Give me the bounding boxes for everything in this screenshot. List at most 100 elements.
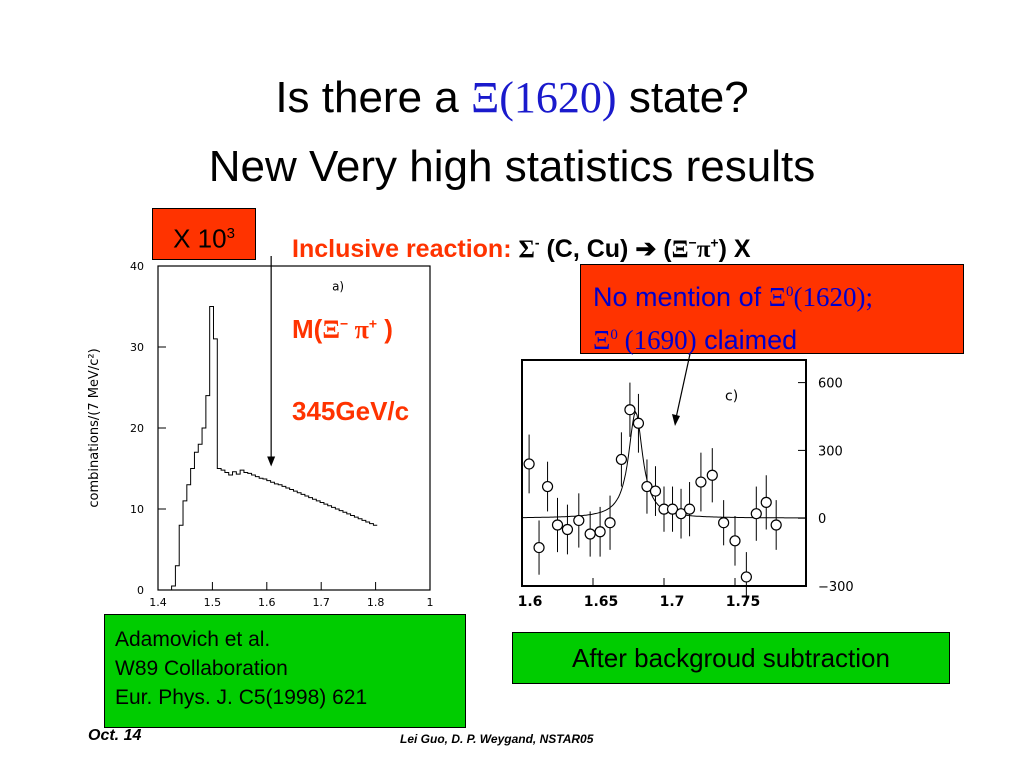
x-tick-label: 1.65 xyxy=(584,594,619,610)
footer-authors: Lei Guo, D. P. Weygand, NSTAR05 xyxy=(400,732,594,746)
note-line1-text: No mention of xyxy=(593,282,769,312)
mass-pi-sup: + xyxy=(368,315,378,332)
mass-label: M(Ξ− π+ ) xyxy=(292,314,393,345)
background-subtraction-text: After backgroud subtraction xyxy=(572,643,890,673)
data-point xyxy=(641,480,653,493)
mass-xi-sup: − xyxy=(339,315,349,332)
data-point xyxy=(551,519,564,531)
mass-open: M( xyxy=(292,314,323,344)
reaction-arrow: ➔ xyxy=(635,235,657,263)
data-point xyxy=(594,526,606,538)
plot-frame xyxy=(521,359,807,587)
slide-title: Is there a Ξ(1620) state? xyxy=(0,72,1024,123)
y-tick-label: 30 xyxy=(130,341,144,354)
reaction-pi-sup: + xyxy=(710,234,719,251)
beam-energy: 345GeV/c xyxy=(292,396,410,426)
x-tick-label: 1.7 xyxy=(660,594,685,610)
note-line1-xi: Ξ xyxy=(768,282,786,312)
reference-journal: Eur. Phys. J. C5(1998) 621 xyxy=(115,686,368,709)
data-point xyxy=(561,523,574,536)
data-point xyxy=(604,517,616,529)
note-line1-sup: 0 xyxy=(785,284,794,300)
mass-close: ) xyxy=(377,314,393,344)
reaction-sigma-sup: - xyxy=(534,234,540,251)
note-line2: Ξ0 (1690) claimed xyxy=(593,316,951,359)
data-point xyxy=(624,404,636,416)
panel-label-a: a) xyxy=(332,279,344,293)
data-point xyxy=(718,517,730,529)
x-tick-label: 1.7 xyxy=(312,596,330,609)
reaction-label-text: Inclusive reaction: xyxy=(292,235,519,263)
data-point xyxy=(541,480,554,493)
x-tick-label: 1.75 xyxy=(726,594,761,610)
y-tick-label: 0 xyxy=(137,584,144,597)
data-point xyxy=(615,453,628,466)
title-xi-state: Ξ(1620) xyxy=(470,73,617,122)
reaction-xi-sup: − xyxy=(688,234,697,251)
title-suffix: state? xyxy=(616,73,749,122)
reference-collaboration: W89 Collaboration xyxy=(115,657,288,680)
note-line1-mass: (1620); xyxy=(793,282,873,312)
data-point xyxy=(666,503,679,515)
note-line2-sup: 0 xyxy=(610,327,618,343)
y-tick-label: 0 xyxy=(818,512,826,527)
data-point xyxy=(750,508,762,520)
reaction-sigma: Σ xyxy=(518,236,535,263)
data-point xyxy=(632,417,645,429)
note-line1: No mention of Ξ0(1620); xyxy=(593,273,951,316)
reaction-close: ) X xyxy=(718,235,751,263)
x-tick-label: 1.4 xyxy=(149,596,167,609)
data-point xyxy=(523,458,535,470)
x-tick-label: 1.8 xyxy=(367,596,385,609)
data-point xyxy=(649,485,662,497)
scale-exponent: 3 xyxy=(226,225,235,242)
note-line2-xi: Ξ xyxy=(593,325,611,355)
scatter-chart-c: −300 0 300 600 1.6 1.65 1.7 1.75 c) xyxy=(518,359,854,610)
reaction-target: (C, Cu) xyxy=(539,235,636,263)
data-point xyxy=(675,508,687,520)
slide-subtitle: New Very high statistics results xyxy=(208,142,816,191)
data-point xyxy=(573,514,585,527)
background-subtraction-box: After backgroud subtraction xyxy=(512,632,950,684)
data-point xyxy=(740,571,752,583)
data-point xyxy=(729,535,741,547)
note-line2-text: claimed xyxy=(696,325,798,355)
data-point xyxy=(706,469,718,481)
mass-xi: Ξ xyxy=(322,315,340,344)
reaction-label: Inclusive reaction: Σ- (C, Cu) ➔ (Ξ−π+) … xyxy=(292,234,751,264)
data-point xyxy=(584,528,596,540)
data-point xyxy=(683,503,696,515)
y-axis-label: combinations/(7 MeV/c²) xyxy=(87,348,102,507)
y-tick-label: 10 xyxy=(130,503,144,516)
reference-box: Adamovich et al. W89 Collaboration Eur. … xyxy=(104,614,466,728)
data-point xyxy=(760,496,772,508)
x-tick-label: 1 xyxy=(427,596,434,609)
y-tick-label: 600 xyxy=(818,377,843,392)
reference-authors: Adamovich et al. xyxy=(115,628,271,651)
title-prefix: Is there a xyxy=(275,73,471,122)
scale-factor-box: X 103 xyxy=(152,208,256,260)
y-tick-label: 20 xyxy=(130,422,144,435)
note-line2-mass: (1690) xyxy=(617,325,697,355)
x-tick-label: 1.5 xyxy=(204,596,222,609)
reaction-xi: Ξ xyxy=(671,236,689,263)
x-tick-label: 1.6 xyxy=(258,596,276,609)
data-point xyxy=(533,541,545,554)
plot-frame xyxy=(157,265,431,591)
y-tick-label: −300 xyxy=(818,580,854,595)
arrow-head xyxy=(267,456,276,467)
panel-label-c: c) xyxy=(725,389,738,405)
scale-base: X 10 xyxy=(173,223,227,254)
data-point xyxy=(770,519,782,531)
histogram-chart-a: 0 10 20 30 40 1.4 1.5 1.6 1.7 1.8 1 a) combinations/… xyxy=(87,256,434,609)
reaction-formula: Σ- (C, Cu) ➔ (Ξ−π+) X xyxy=(518,235,750,263)
footer-date: Oct. 14 xyxy=(88,727,142,744)
y-tick-label: 300 xyxy=(818,444,843,459)
data-point xyxy=(695,476,707,488)
reaction-pi: π xyxy=(696,236,711,263)
reaction-open: ( xyxy=(656,235,672,263)
mass-pi: π xyxy=(348,315,369,344)
x-tick-label: 1.6 xyxy=(518,594,543,610)
note-box: No mention of Ξ0(1620); Ξ0 (1690) claime… xyxy=(580,264,964,355)
y-tick-label: 40 xyxy=(130,260,144,273)
